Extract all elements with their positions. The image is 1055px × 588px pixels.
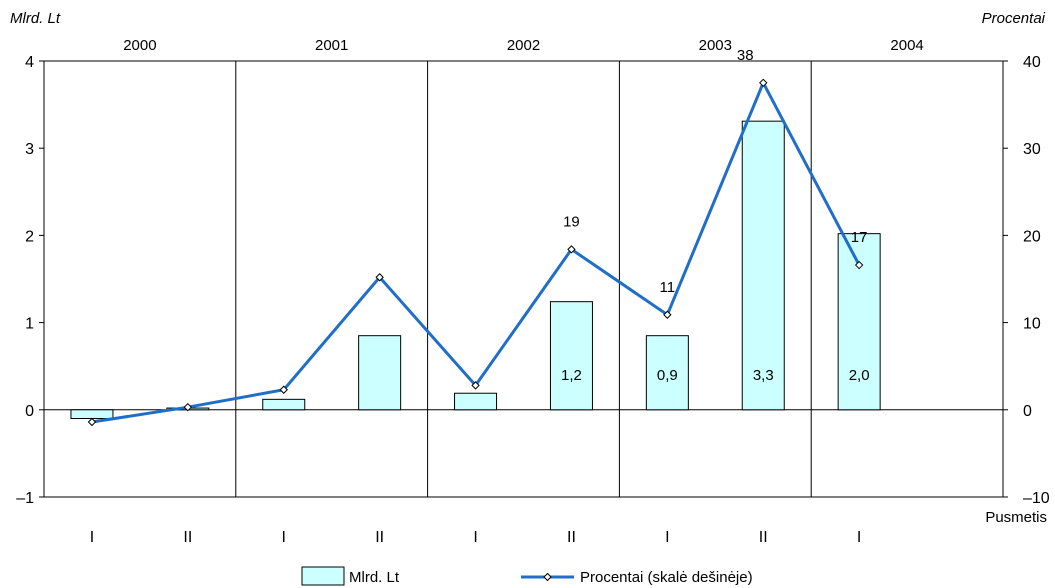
line-point [471, 381, 480, 390]
x-tick-label: I [473, 529, 477, 546]
left-axis-unit: Mlrd. Lt [10, 10, 61, 27]
x-tick-label: II [375, 529, 384, 546]
line-point [663, 310, 672, 319]
line-point [567, 245, 576, 254]
legend-label-line: Procentai (skalė dešinėje) [580, 569, 753, 586]
bar [645, 335, 689, 411]
bar [549, 301, 593, 411]
bar [741, 120, 785, 411]
bar [454, 392, 498, 411]
line-point [759, 78, 768, 88]
x-tick-label: I [665, 529, 669, 546]
right-tick-label: 40 [1023, 54, 1041, 71]
bar [262, 398, 306, 411]
left-tick-label: 2 [25, 228, 34, 245]
left-tick-label: 4 [25, 54, 34, 71]
right-tick-label: 20 [1023, 228, 1041, 245]
line-data-label: 17 [851, 229, 868, 246]
line-data-label: 11 [660, 279, 676, 296]
x-axis-label: Pusmetis [985, 509, 1047, 526]
line-data-label: 19 [563, 213, 580, 230]
bar-data-label: 0,9 [657, 367, 678, 384]
bar-data-label: 1,2 [561, 367, 582, 384]
bar-data-label: 2,0 [849, 367, 870, 384]
line-point [279, 385, 288, 394]
legend-label-bars: Mlrd. Lt [349, 569, 400, 586]
left-tick-label: 3 [25, 141, 34, 158]
x-tick-label: I [90, 529, 94, 546]
left-tick-label: –1 [16, 490, 34, 507]
year-label: 2001 [315, 37, 348, 54]
line-data-label: 38 [737, 47, 754, 64]
line-point [854, 260, 864, 270]
right-axis-unit: Procentai [982, 10, 1046, 27]
right-tick-label: –10 [1023, 490, 1050, 507]
bar [70, 409, 114, 420]
plot-frame [43, 60, 1004, 498]
x-tick-label: I [282, 529, 286, 546]
year-label: 2002 [507, 37, 540, 54]
year-label: 2000 [123, 37, 156, 54]
bar [358, 335, 402, 411]
bar-data-label: 3,3 [753, 367, 774, 384]
legend: Mlrd. Lt Procentai (skalė dešinėje) [301, 566, 753, 586]
x-tick-label: II [183, 529, 192, 546]
right-axis: Procentai –10 0 10 20 30 40 [982, 10, 1050, 507]
x-tick-label: I [857, 529, 861, 546]
x-tick-label: II [759, 529, 768, 546]
right-tick-label: 0 [1023, 403, 1032, 420]
left-tick-label: 0 [25, 403, 34, 420]
line-point [183, 402, 193, 412]
year-label: 2004 [890, 37, 923, 54]
left-tick-label: 1 [25, 316, 34, 333]
line-point [87, 417, 97, 427]
x-axis: Pusmetis I II I II I II I II I [90, 509, 1047, 546]
legend-swatch-bars [301, 566, 345, 586]
x-tick-label: II [567, 529, 576, 546]
plot-area: 2000 2001 2002 2003 2004 1,2 0,9 3,3 2,0 19 11 38 17 [43, 37, 1004, 498]
right-tick-label: 10 [1023, 316, 1041, 333]
line-point [375, 273, 384, 282]
right-tick-label: 30 [1023, 141, 1041, 158]
left-axis: Mlrd. Lt –1 0 1 2 3 4 [10, 10, 61, 507]
legend-line-marker [543, 572, 552, 582]
year-label: 2003 [699, 37, 732, 54]
